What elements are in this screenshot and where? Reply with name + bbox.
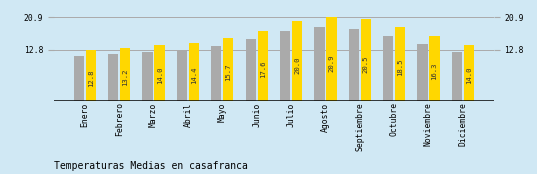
Bar <box>326 17 337 101</box>
Bar <box>120 48 130 101</box>
Bar <box>395 27 405 101</box>
Bar <box>280 31 290 101</box>
Text: 20.0: 20.0 <box>294 56 300 74</box>
Text: 13.2: 13.2 <box>122 68 128 86</box>
Bar <box>74 56 84 101</box>
Bar <box>417 44 427 101</box>
Text: 14.0: 14.0 <box>466 67 472 85</box>
Text: 20.9: 20.9 <box>329 55 335 72</box>
Bar <box>464 45 474 101</box>
Bar <box>142 52 153 101</box>
Text: 15.7: 15.7 <box>226 64 231 81</box>
Bar <box>223 38 234 101</box>
Bar <box>177 50 187 101</box>
Bar <box>86 50 96 101</box>
Bar <box>452 52 462 101</box>
Bar <box>211 46 221 101</box>
Text: 18.5: 18.5 <box>397 59 403 76</box>
Bar <box>245 39 256 101</box>
Bar <box>108 54 118 101</box>
Bar <box>349 29 359 101</box>
Text: 16.3: 16.3 <box>432 63 438 80</box>
Bar <box>361 19 371 101</box>
Bar <box>189 43 199 101</box>
Text: 14.4: 14.4 <box>191 66 197 84</box>
Text: 20.5: 20.5 <box>363 55 369 73</box>
Bar <box>155 45 165 101</box>
Text: 17.6: 17.6 <box>260 61 266 78</box>
Text: Temperaturas Medias en casafranca: Temperaturas Medias en casafranca <box>54 161 248 171</box>
Bar <box>314 27 324 101</box>
Bar <box>292 21 302 101</box>
Text: 12.8: 12.8 <box>88 69 94 87</box>
Bar <box>430 36 440 101</box>
Text: 14.0: 14.0 <box>157 67 163 85</box>
Bar <box>383 36 393 101</box>
Bar <box>258 31 268 101</box>
